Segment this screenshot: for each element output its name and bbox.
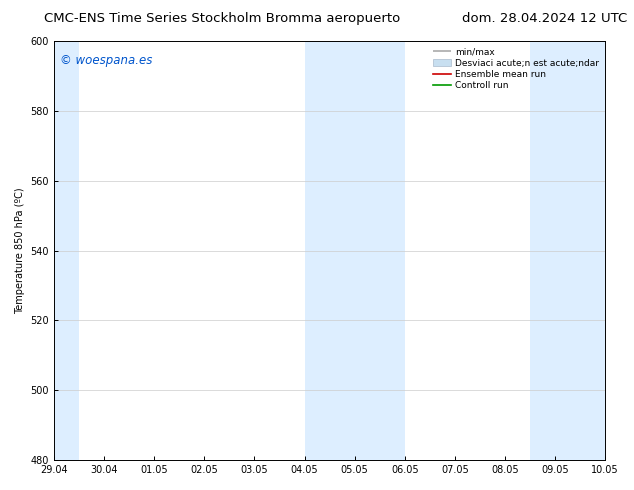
Text: CMC-ENS Time Series Stockholm Bromma aeropuerto: CMC-ENS Time Series Stockholm Bromma aer…	[44, 12, 401, 25]
Bar	[580, 41, 605, 460]
Bar	[304, 41, 354, 460]
Bar	[354, 41, 404, 460]
Bar	[530, 41, 580, 460]
Y-axis label: Temperature 850 hPa (ºC): Temperature 850 hPa (ºC)	[15, 187, 25, 314]
Text: dom. 28.04.2024 12 UTC: dom. 28.04.2024 12 UTC	[462, 12, 628, 25]
Legend: min/max, Desviaci acute;n est acute;ndar, Ensemble mean run, Controll run: min/max, Desviaci acute;n est acute;ndar…	[430, 44, 602, 94]
Text: © woespana.es: © woespana.es	[60, 53, 152, 67]
Bar	[54, 41, 79, 460]
